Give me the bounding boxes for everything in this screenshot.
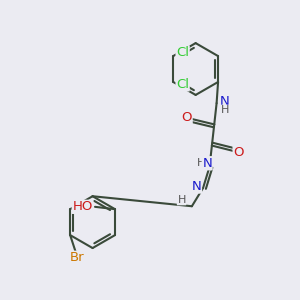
Text: Cl: Cl	[176, 78, 189, 91]
Text: H: H	[177, 195, 186, 205]
Text: Cl: Cl	[176, 46, 189, 59]
Text: H: H	[196, 158, 205, 168]
Text: N: N	[192, 180, 202, 193]
Text: N: N	[220, 95, 230, 108]
Text: H: H	[221, 105, 229, 115]
Text: O: O	[233, 146, 244, 159]
Text: N: N	[202, 157, 212, 170]
Text: HO: HO	[72, 200, 93, 213]
Text: Br: Br	[70, 251, 84, 264]
Text: O: O	[182, 111, 192, 124]
